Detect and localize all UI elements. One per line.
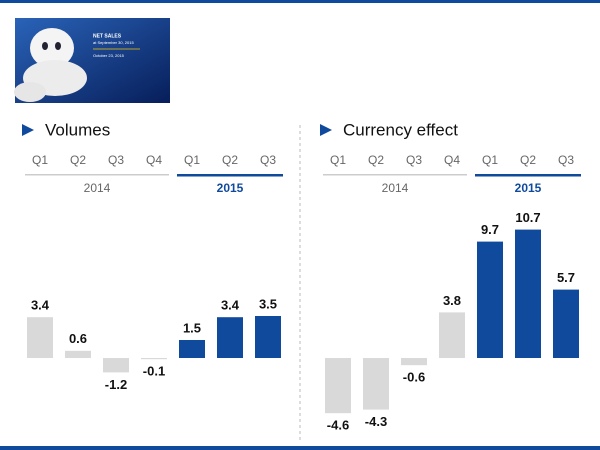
x-tick-label: Q3 [108,153,124,167]
x-tick-label: Q4 [146,153,162,167]
value-label: 3.4 [221,298,240,313]
title-arrow [320,124,332,136]
bar [179,340,205,358]
x-tick-label: Q3 [558,153,574,167]
bar [217,317,243,358]
x-tick-label: Q1 [32,153,48,167]
group-label: 2015 [515,181,542,195]
x-tick-label: Q3 [406,153,422,167]
mascot-eye [42,42,48,50]
thumbnail: NET SALES at September 30, 2015 October … [14,18,170,103]
bar [363,358,389,410]
mascot-head [30,28,74,68]
value-label: -0.1 [143,364,165,379]
thumbnail-date: October 23, 2015 [93,53,125,58]
group-rule [323,174,467,176]
x-tick-label: Q2 [368,153,384,167]
group-rule [25,174,169,176]
bar [439,312,465,358]
bar [141,358,167,360]
value-label: -0.6 [403,370,425,385]
value-label: -1.2 [105,377,127,392]
value-label: 3.4 [31,298,50,313]
x-tick-label: Q4 [444,153,460,167]
value-label: 1.5 [183,320,201,335]
bar [401,358,427,366]
bar [477,241,503,358]
x-tick-label: Q2 [70,153,86,167]
value-label: 5.7 [557,270,575,285]
value-label: -4.3 [365,414,387,429]
group-label: 2014 [382,181,409,195]
mascot-eye [55,42,61,50]
x-tick-label: Q1 [482,153,498,167]
mascot-arm [14,82,46,102]
thumbnail-subtitle: at September 30, 2015 [93,40,134,45]
bar [515,229,541,358]
value-label: 3.8 [443,293,461,308]
title-arrow [22,124,34,136]
bar [553,289,579,358]
group-label: 2014 [84,181,111,195]
bar [65,350,91,358]
value-label: 9.7 [481,222,499,237]
value-label: 0.6 [69,331,87,346]
x-tick-label: Q2 [222,153,238,167]
bar [255,316,281,358]
x-tick-label: Q1 [330,153,346,167]
value-label: 3.5 [259,296,277,311]
chart-title: Volumes [45,120,110,139]
chart-title: Currency effect [343,120,458,139]
x-tick-label: Q1 [184,153,200,167]
x-tick-label: Q3 [260,153,276,167]
x-tick-label: Q2 [520,153,536,167]
value-label: -4.6 [327,418,349,433]
thumbnail-title: NET SALES [93,33,122,39]
bar [103,358,129,373]
group-label: 2015 [217,181,244,195]
bar [27,317,53,358]
bottom-border [0,446,600,450]
value-label: 10.7 [515,210,540,225]
top-border [0,0,600,3]
group-rule [475,174,581,177]
group-rule [177,174,283,177]
bar [325,358,351,414]
